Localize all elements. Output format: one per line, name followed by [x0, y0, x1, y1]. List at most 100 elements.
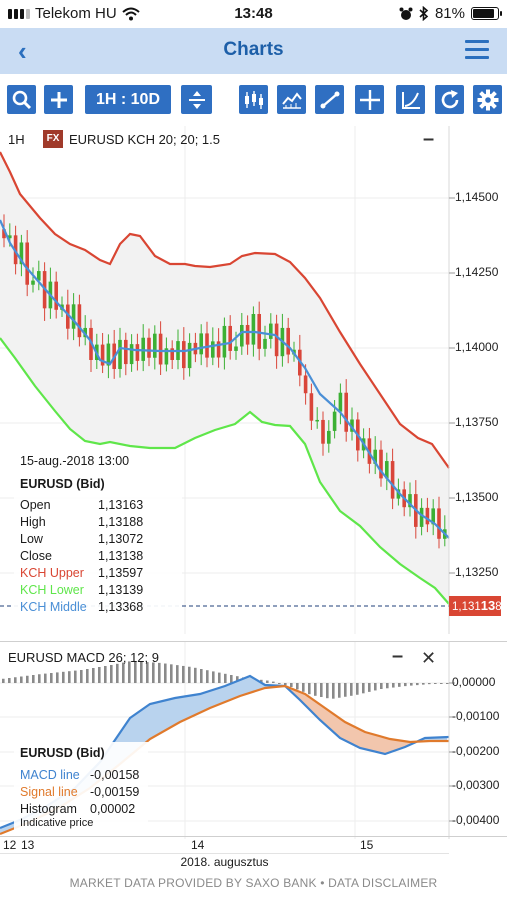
macd-histogram-bar	[182, 665, 185, 683]
macd-histogram-bar	[164, 663, 167, 683]
wifi-icon	[122, 7, 140, 20]
tooltip-key: Low	[20, 531, 43, 546]
instrument-label[interactable]: EURUSD KCH 20; 20; 1.5	[69, 132, 221, 147]
macd-histogram-bar	[188, 666, 191, 683]
candle-body	[240, 324, 244, 347]
macd-histogram-bar	[332, 683, 335, 699]
macd-histogram-bar	[200, 669, 203, 683]
indicators-button[interactable]	[277, 85, 306, 114]
trendline-button[interactable]	[315, 85, 344, 114]
crosshair-icon	[359, 89, 380, 110]
refresh-button[interactable]	[435, 85, 464, 114]
macd-histogram-bar	[14, 677, 17, 683]
macd-tooltip-row: Histogram 0,00002	[20, 800, 142, 817]
candle-body	[216, 341, 221, 358]
candle-body	[158, 333, 163, 365]
macd-histogram-bar	[80, 670, 83, 683]
tooltip-row: Open 1,13163	[20, 496, 176, 513]
macd-histogram-bar	[224, 673, 227, 683]
macd-panel[interactable]: EURUSD MACD 26; 12; 9 – ✕ 0,00000 -0,0010…	[0, 641, 507, 839]
macd-histogram-bar	[368, 683, 371, 692]
macd-histogram-bar	[284, 683, 287, 686]
candle-body	[269, 323, 273, 339]
macd-tooltip-title: EURUSD (Bid)	[20, 746, 105, 760]
macd-histogram-bar	[194, 667, 197, 683]
candle-body	[25, 242, 29, 285]
draw-curve-button[interactable]	[396, 85, 425, 114]
macd-histogram-bar	[122, 662, 125, 683]
price-axis-ticks	[449, 197, 455, 574]
candle-body	[303, 375, 308, 394]
candle-body	[211, 341, 215, 358]
macd-histogram-bar	[422, 683, 425, 685]
macd-histogram-bar	[344, 683, 347, 697]
price-axis-label: 1,13250	[455, 565, 499, 579]
fx-badge: FX	[43, 130, 63, 148]
price-axis-label: 1,13750	[455, 415, 499, 429]
macd-histogram-bar	[110, 665, 113, 683]
tooltip-row: KCH Upper 1,13597	[20, 564, 176, 581]
macd-histogram-bar	[350, 683, 353, 696]
settings-button[interactable]	[473, 85, 502, 114]
status-bar: Telekom HU 13:48 81%	[0, 0, 507, 28]
tooltip-key: KCH Lower	[20, 582, 84, 597]
macd-histogram-bar	[128, 661, 131, 683]
macd-histogram-bar	[56, 672, 59, 683]
signal-icon	[8, 8, 30, 19]
macd-histogram-bar	[398, 683, 401, 687]
candle-body	[118, 339, 122, 369]
tooltip-value: 1,13138	[98, 548, 144, 563]
macd-histogram-bar	[74, 670, 77, 683]
macd-histogram-bar	[290, 683, 293, 687]
macd-minimize-button[interactable]: –	[392, 645, 404, 667]
chart-toolbar: 1H : 10D	[0, 74, 507, 126]
macd-histogram-bar	[302, 683, 305, 692]
timeframe-button[interactable]: 1H : 10D	[85, 85, 171, 114]
price-axis-label: 1,14000	[455, 340, 499, 354]
collapse-button[interactable]: –	[423, 128, 435, 150]
crosshair-button[interactable]	[355, 85, 384, 114]
chart-type-button[interactable]	[239, 85, 268, 114]
macd-histogram-bar	[416, 683, 419, 686]
x-label-13: 13	[21, 838, 35, 852]
bluetooth-icon	[419, 6, 429, 21]
candle-body	[309, 393, 314, 421]
tooltip-key: High	[20, 514, 46, 529]
alarm-icon	[399, 7, 413, 20]
kch-upper-line	[0, 151, 450, 469]
x-label-12: 12	[3, 838, 17, 852]
macd-histogram-bar	[206, 670, 209, 683]
tooltip-value: 1,13188	[98, 514, 144, 529]
macd-fill-below	[0, 686, 447, 834]
price-chart-panel[interactable]: 1H FX EURUSD KCH 20; 20; 1.5 – 1,14500 1,…	[0, 126, 507, 634]
price-chart[interactable]	[0, 126, 507, 634]
add-button[interactable]	[44, 85, 73, 114]
candle-body	[8, 235, 12, 239]
candle-body	[66, 304, 70, 329]
macd-tooltip-key: Histogram	[20, 801, 77, 816]
macd-histogram-bar	[98, 667, 101, 683]
macd-histogram-bar	[38, 674, 41, 683]
tooltip-value: 1,13139	[98, 582, 144, 597]
candle-body	[19, 242, 24, 265]
candle-body	[187, 342, 192, 369]
back-icon[interactable]: ‹	[18, 36, 27, 66]
price-tooltip: 15-aug.-2018 13:00 EURUSD (Bid) Open 1,13…	[14, 450, 182, 624]
hamburger-menu-icon[interactable]	[465, 40, 489, 60]
candle-body	[396, 489, 401, 499]
macd-histogram-bar	[140, 661, 143, 683]
macd-close-button[interactable]: ✕	[421, 648, 437, 668]
candle-body	[419, 507, 424, 527]
candle-body	[263, 338, 267, 349]
candlestick-icon	[244, 90, 263, 109]
candle-body	[327, 430, 331, 444]
macd-axis-label: -0,00400	[452, 813, 500, 827]
macd-histogram-bar	[320, 683, 323, 697]
tooltip-rows: Open 1,13163 High 1,13188 Low 1,13072 Close 1,1…	[20, 496, 176, 615]
compare-button[interactable]	[181, 85, 212, 114]
data-disclaimer-footer[interactable]: MARKET DATA PROVIDED BY SAXO BANK • DATA…	[69, 876, 438, 890]
search-button[interactable]	[7, 85, 36, 114]
macd-tooltip-key: Signal line	[20, 784, 78, 799]
macd-label[interactable]: EURUSD MACD 26; 12; 9	[8, 650, 159, 665]
macd-histogram-bar	[236, 676, 239, 683]
